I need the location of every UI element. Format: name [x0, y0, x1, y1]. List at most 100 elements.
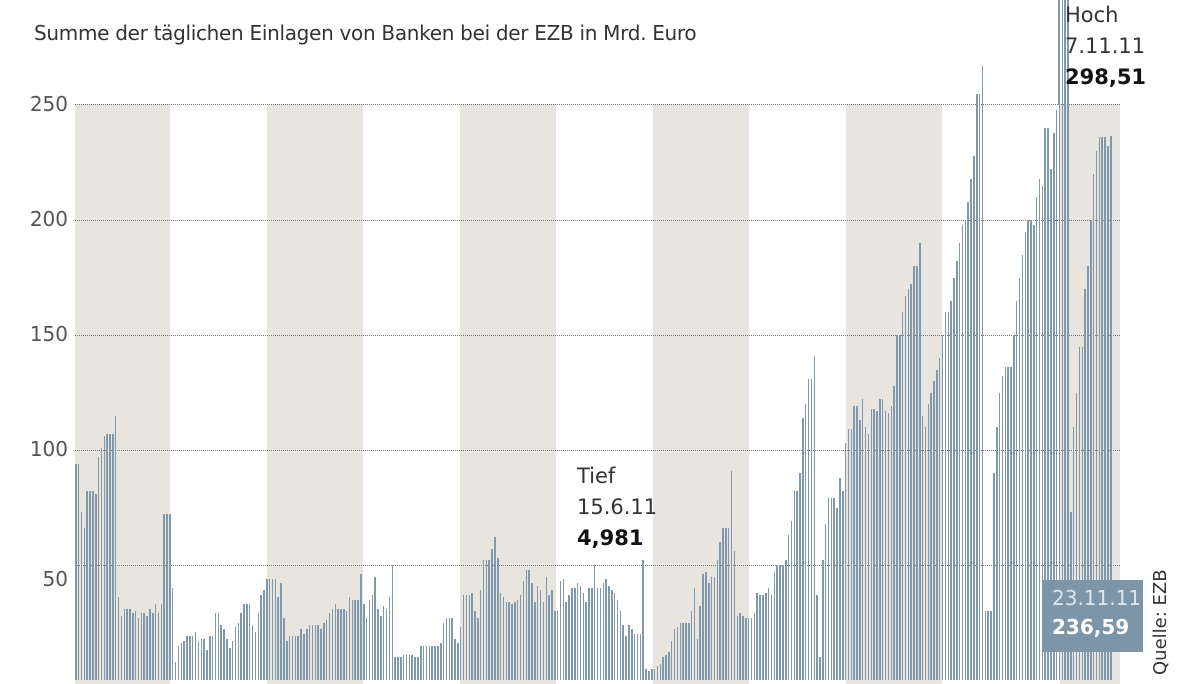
bar [240, 613, 242, 680]
bar [727, 528, 730, 680]
bar [659, 663, 662, 680]
bar [197, 640, 200, 680]
shaded-band [267, 104, 363, 684]
bar [171, 588, 174, 680]
bar [83, 528, 86, 680]
bar [437, 645, 439, 680]
bar [745, 617, 747, 680]
bar [522, 581, 525, 680]
bar [163, 514, 165, 680]
bar [899, 335, 901, 680]
bar [286, 640, 288, 680]
bar [822, 560, 824, 680]
bar [505, 601, 508, 680]
bar [670, 640, 673, 680]
bar [266, 578, 268, 680]
bar [696, 638, 699, 680]
bar [668, 652, 670, 680]
bar [126, 608, 128, 680]
bar [485, 560, 488, 680]
bar [602, 583, 605, 680]
bar [351, 599, 354, 680]
bar [861, 399, 864, 680]
bar [320, 629, 322, 680]
bar [542, 601, 545, 680]
bar [571, 588, 573, 680]
bar [933, 381, 935, 680]
bar [1010, 367, 1012, 680]
bar [827, 498, 830, 680]
bar [568, 594, 570, 680]
bar [186, 636, 188, 680]
bar [160, 604, 163, 680]
bar [1084, 289, 1086, 680]
high-date: 7.11.11 [1065, 34, 1146, 58]
bar [802, 417, 804, 680]
bar [152, 613, 154, 680]
bar [867, 433, 870, 680]
bar [562, 578, 565, 680]
bar [525, 569, 528, 680]
bar [736, 615, 739, 680]
bar [1024, 231, 1027, 680]
bar [95, 493, 97, 680]
bar [1090, 220, 1092, 680]
bar [596, 588, 599, 680]
bar [345, 611, 348, 680]
bar [280, 583, 282, 680]
bar [733, 551, 736, 680]
bar [337, 608, 339, 680]
bar [953, 277, 955, 680]
bar [166, 514, 168, 680]
bar [1041, 185, 1044, 680]
bar [776, 565, 778, 680]
bar [591, 588, 593, 680]
bar [978, 93, 981, 680]
bar [149, 608, 151, 680]
bar [1095, 151, 1098, 680]
bar [730, 470, 733, 680]
bar [787, 535, 790, 680]
bar [693, 588, 696, 680]
bar [722, 528, 724, 680]
bar [887, 413, 890, 680]
bar [807, 378, 810, 680]
bar [89, 491, 91, 680]
bar [588, 588, 590, 680]
bar [799, 473, 801, 680]
bar [1038, 178, 1041, 680]
bar [169, 514, 171, 680]
high-value: 298,51 [1065, 65, 1147, 89]
bar [967, 201, 969, 680]
bar [1035, 197, 1038, 680]
bar [853, 406, 855, 680]
bar [1081, 346, 1084, 680]
high-label: Hoch [1065, 3, 1119, 27]
bar [993, 473, 995, 680]
bar [103, 436, 106, 680]
bar [371, 594, 374, 680]
bar [907, 289, 910, 680]
bar [157, 613, 160, 680]
bar [1072, 427, 1075, 680]
bar [1027, 220, 1029, 680]
bar [750, 617, 753, 680]
bar [477, 617, 479, 680]
bar [468, 594, 471, 680]
bar [220, 624, 222, 680]
bar [86, 491, 88, 680]
bar [308, 624, 311, 680]
bar [1092, 174, 1095, 680]
bar [651, 668, 653, 680]
bar [879, 399, 881, 680]
bar [1064, 0, 1066, 680]
bar [864, 427, 867, 680]
bar [813, 355, 816, 680]
bar [75, 463, 77, 680]
bar [414, 657, 416, 680]
bar [397, 657, 399, 680]
bar [998, 392, 1001, 680]
bar [229, 647, 231, 680]
bar [556, 611, 559, 680]
bar [690, 611, 693, 680]
